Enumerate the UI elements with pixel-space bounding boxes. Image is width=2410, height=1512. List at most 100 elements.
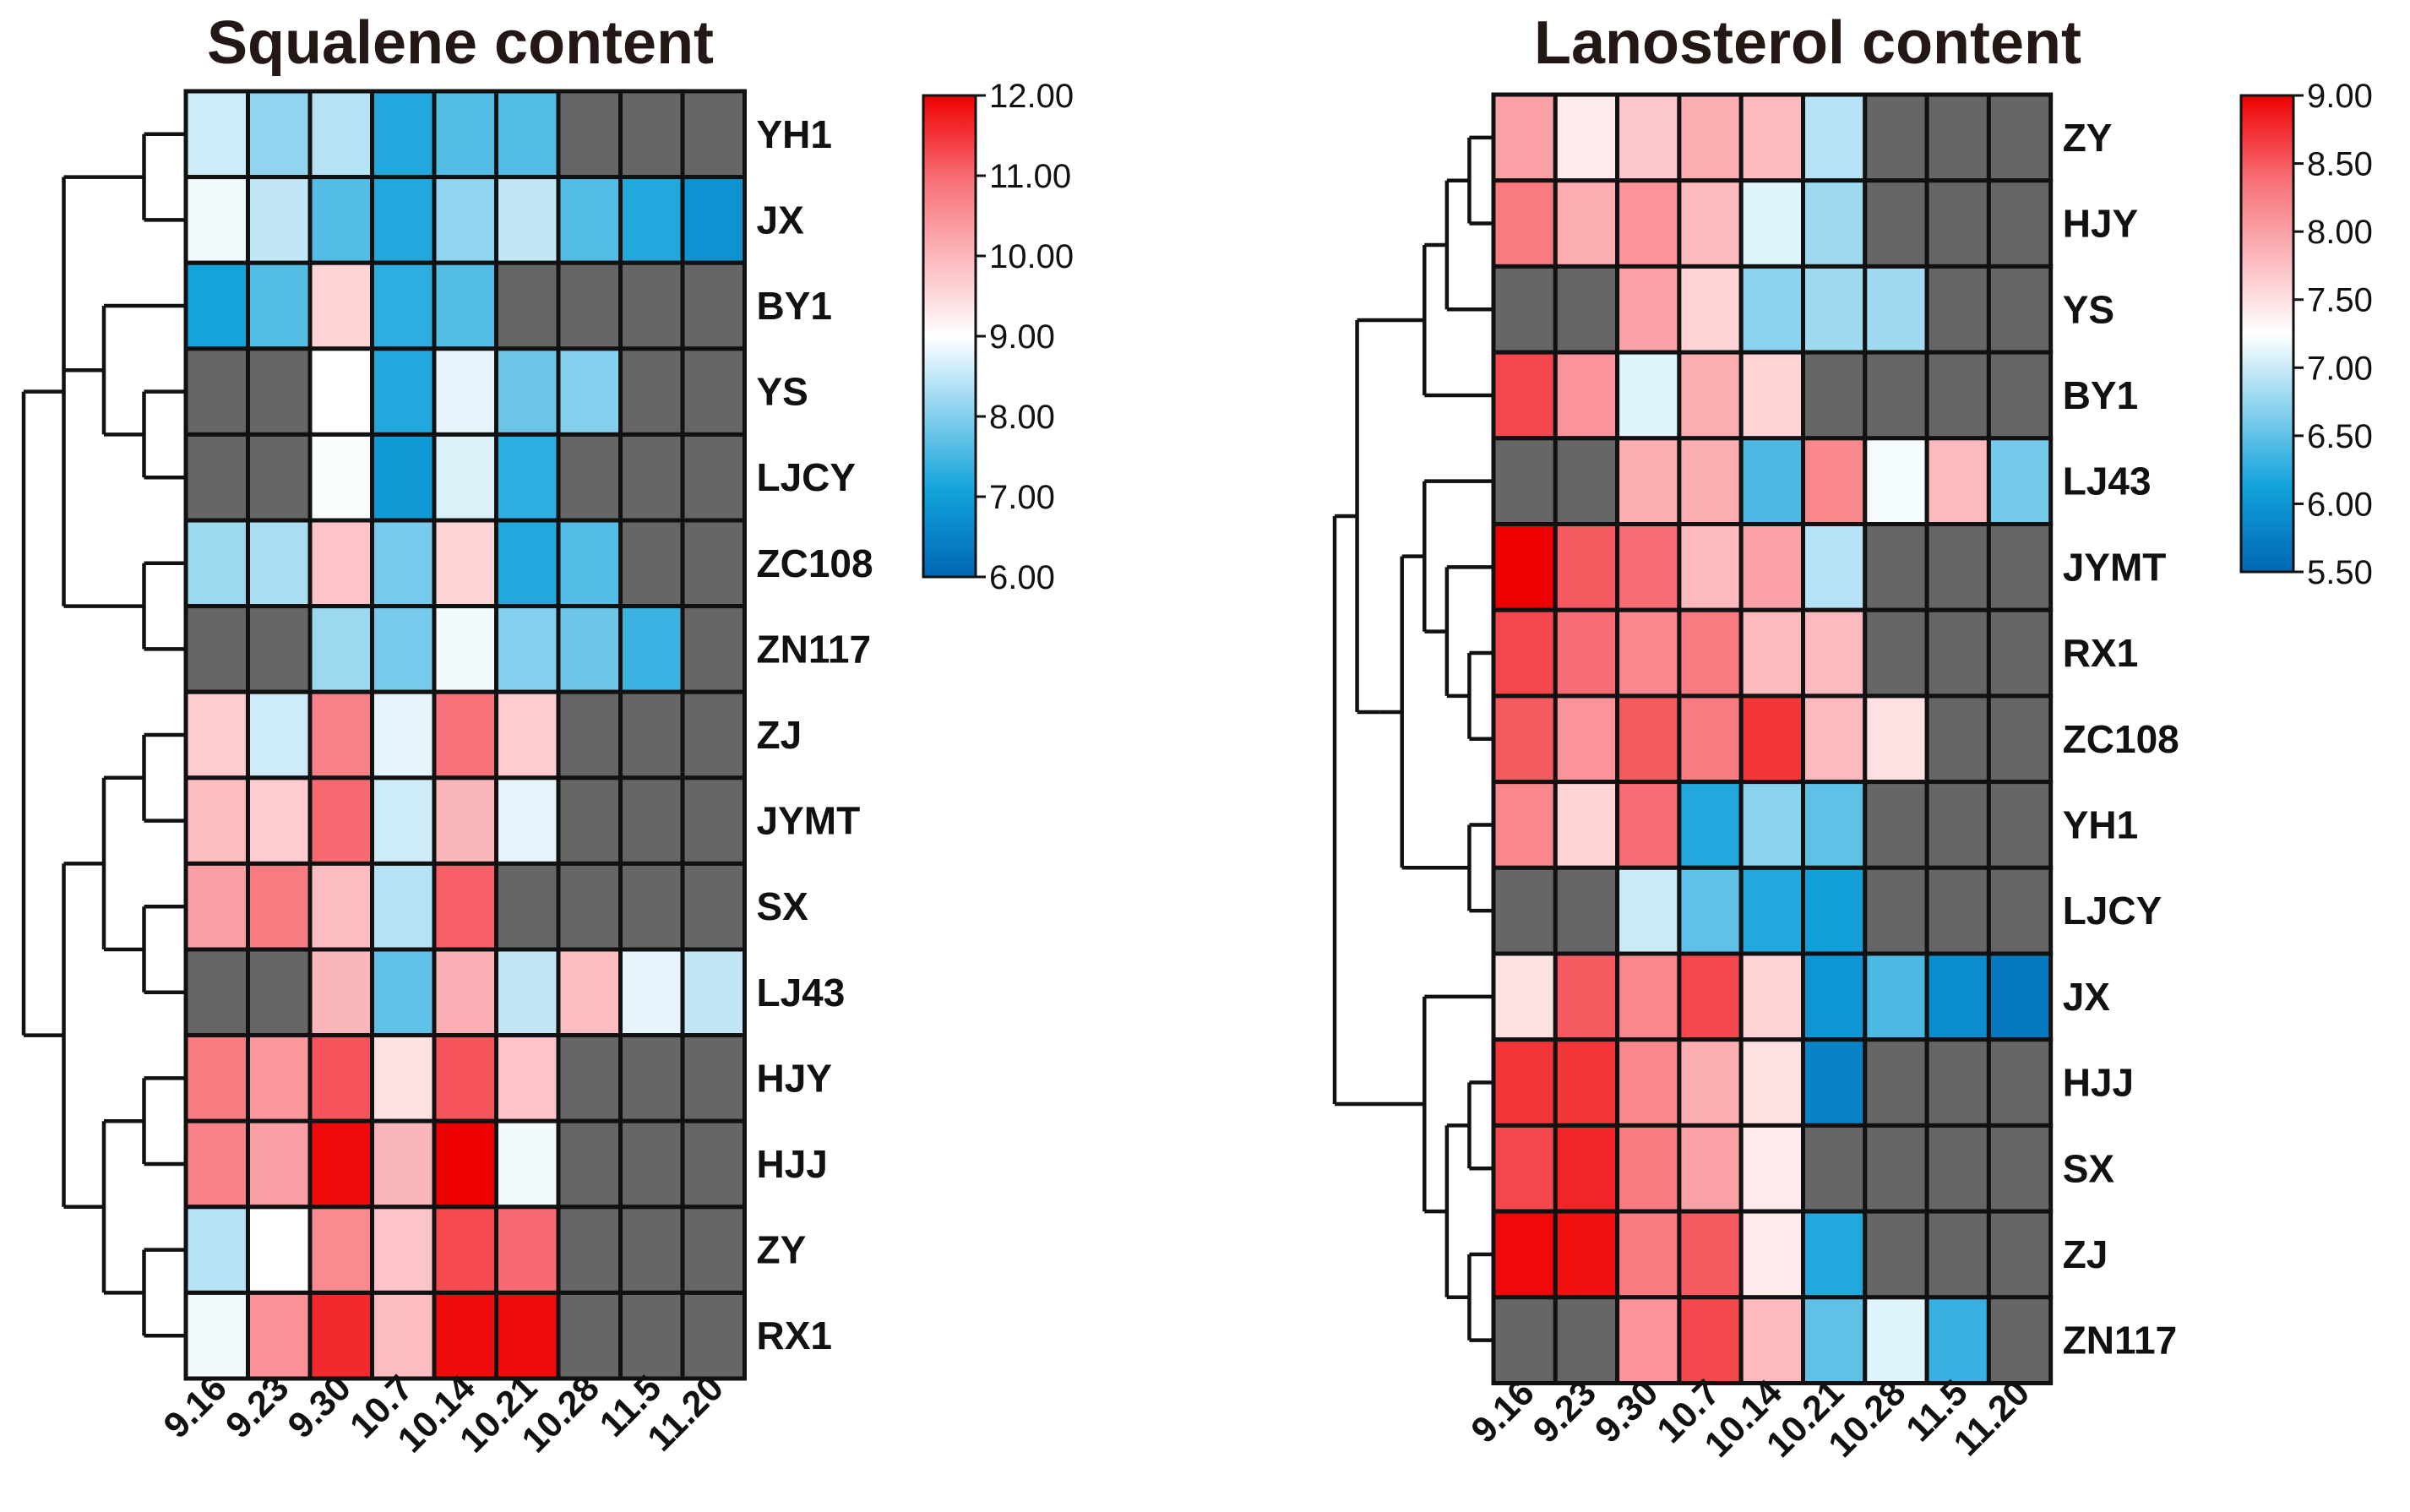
heatmap-cell xyxy=(1491,1123,1558,1214)
heatmap-cell xyxy=(370,260,437,351)
heatmap-cell xyxy=(246,175,313,265)
heatmap-cell xyxy=(370,689,437,780)
heatmap-cell xyxy=(1924,178,1991,269)
heatmap-cell xyxy=(1615,951,1682,1042)
heatmap-cell xyxy=(1553,1123,1620,1214)
heatmap-cell xyxy=(1553,92,1620,183)
heatmap-cell xyxy=(1553,264,1620,355)
heatmap-cell xyxy=(370,346,437,437)
heatmap-cell xyxy=(246,1290,313,1381)
heatmap-cell xyxy=(680,947,747,1038)
heatmap-cell xyxy=(556,260,623,351)
heatmap-cell xyxy=(432,775,498,866)
heatmap-cell xyxy=(307,861,374,952)
heatmap-cell xyxy=(432,89,498,180)
heatmap-cell xyxy=(183,861,250,952)
row-label: LJCY xyxy=(757,455,857,499)
heatmap-cell xyxy=(494,689,561,780)
heatmap-cell xyxy=(680,1033,747,1123)
heatmap-cell xyxy=(494,346,561,437)
heatmap-cell xyxy=(556,1205,623,1295)
heatmap-cells-lanosterol xyxy=(1491,92,2054,1386)
heatmap-cell xyxy=(1553,178,1620,269)
row-labels-squalene: YH1 JX BY1 YS LJCY ZC108 ZN117 ZJ JYMT SX LJ43 HJY H… xyxy=(757,112,873,1357)
row-dendrogram-lanosterol xyxy=(1332,135,1492,1342)
heatmap-cell xyxy=(494,1205,561,1295)
heatmap-cell xyxy=(556,775,623,866)
heatmap-cell xyxy=(246,518,313,609)
heatmap-cell xyxy=(183,947,250,1038)
heatmap-cell xyxy=(680,1118,747,1210)
heatmap-cell xyxy=(307,175,374,265)
heatmap-cell xyxy=(494,175,561,265)
heatmap-cell xyxy=(370,861,437,952)
heatmap-cell xyxy=(494,1118,561,1210)
chart-title-squalene: Squalene content xyxy=(207,9,714,77)
heatmap-cell xyxy=(1677,1209,1744,1300)
heatmap-cell xyxy=(1553,607,1620,699)
heatmap-cell xyxy=(1491,178,1558,269)
heatmap-cell xyxy=(1801,1295,1868,1386)
row-label: HJY xyxy=(2063,202,2138,246)
heatmap-cell xyxy=(432,518,498,609)
heatmap-cell xyxy=(556,346,623,437)
heatmap-cell xyxy=(432,260,498,351)
heatmap-cell xyxy=(1863,350,1929,441)
row-label: RX1 xyxy=(2063,631,2138,675)
heatmap-cell xyxy=(432,175,498,265)
heatmap-cell xyxy=(432,1205,498,1295)
heatmap-cell xyxy=(556,1290,623,1381)
heatmap-cell xyxy=(1491,436,1558,526)
heatmap-cell xyxy=(1801,693,1868,785)
heatmap-cell xyxy=(1801,522,1868,612)
heatmap-cell xyxy=(1677,607,1744,699)
colorbar-tick-label: 6.00 xyxy=(989,559,1055,596)
heatmap-cell xyxy=(1986,693,2054,785)
heatmap-cell xyxy=(1986,1037,2054,1128)
heatmap-cell xyxy=(1801,178,1868,269)
heatmap-cell xyxy=(680,1290,747,1381)
heatmap-cell xyxy=(1553,522,1620,612)
heatmap-cell xyxy=(1615,92,1682,183)
heatmap-cell xyxy=(1986,350,2054,441)
heatmap-cell xyxy=(618,775,685,866)
heatmap-cell xyxy=(183,604,250,694)
heatmap-cell xyxy=(1863,951,1929,1042)
heatmap-cell xyxy=(183,1033,250,1123)
heatmap-cell xyxy=(1491,607,1558,699)
heatmap-cell xyxy=(1801,350,1868,441)
heatmap-cell xyxy=(1615,1295,1682,1386)
heatmap-cell xyxy=(432,947,498,1038)
heatmap-cell xyxy=(246,947,313,1038)
heatmap-cell xyxy=(1801,951,1868,1042)
row-label: ZY xyxy=(2063,116,2113,160)
heatmap-cell xyxy=(1863,436,1929,526)
heatmap-cell xyxy=(1553,436,1620,526)
colorbar-tick-label: 6.00 xyxy=(2307,486,2373,523)
heatmap-cell xyxy=(1738,522,1805,612)
heatmap-cell xyxy=(1924,951,1991,1042)
heatmap-cell xyxy=(680,89,747,180)
heatmap-cell xyxy=(618,260,685,351)
row-label: ZN117 xyxy=(757,627,872,671)
row-label: JX xyxy=(2063,975,2111,1019)
heatmap-cell xyxy=(432,432,498,523)
heatmap-cell xyxy=(183,1290,250,1381)
heatmap-cell xyxy=(618,689,685,780)
colorbar-tick-label: 8.00 xyxy=(2307,214,2373,251)
row-labels-lanosterol: ZY HJY YS BY1 LJ43 JYMT RX1 ZC108 YH1 LJCY JX HJJ SX… xyxy=(2063,116,2179,1362)
colorbar-tick-label: 9.00 xyxy=(2307,78,2373,115)
heatmap-cell xyxy=(1615,607,1682,699)
heatmap-cell xyxy=(556,604,623,694)
heatmap-cell xyxy=(307,346,374,437)
heatmap-cell xyxy=(1863,607,1929,699)
heatmap-cell xyxy=(1491,350,1558,441)
heatmap-cell xyxy=(370,89,437,180)
heatmap-cell xyxy=(1863,264,1929,355)
heatmap-cell xyxy=(1986,780,2054,870)
heatmap-cell xyxy=(432,1033,498,1123)
heatmap-cell xyxy=(680,518,747,609)
heatmap-cell xyxy=(618,604,685,694)
panel-lanosterol: Lanosterol content ZY HJY YS BY1 LJ43 JYMT RX1… xyxy=(1332,9,2373,1466)
